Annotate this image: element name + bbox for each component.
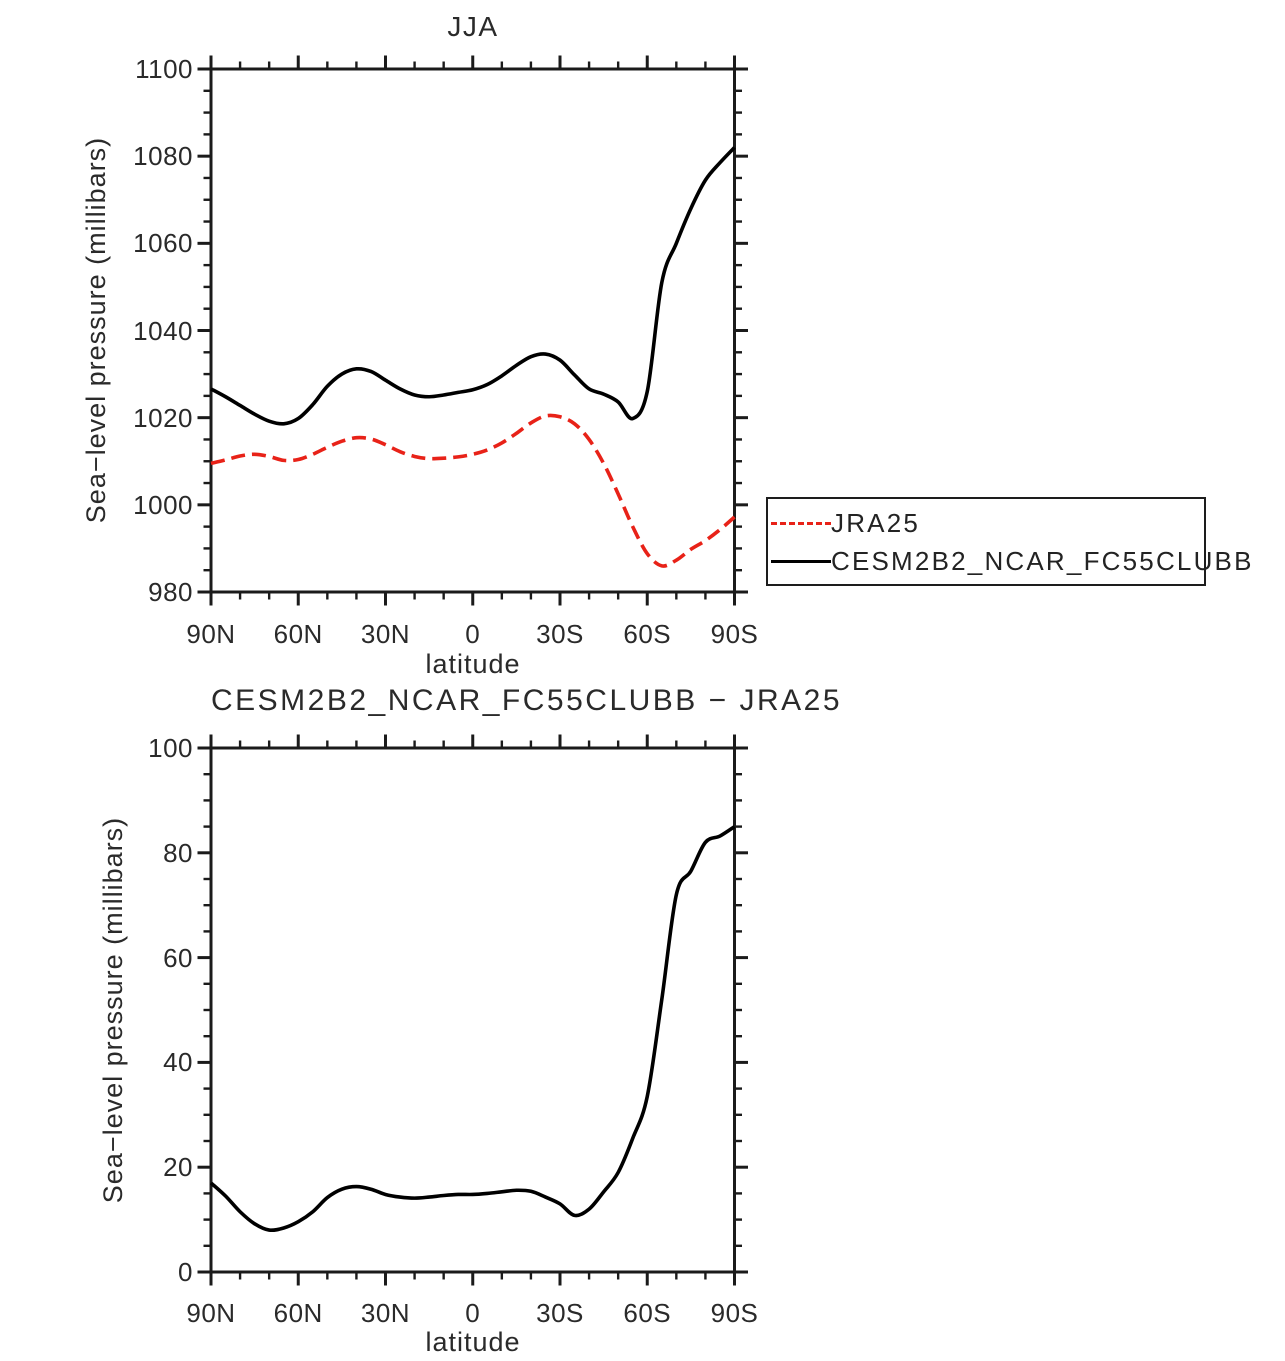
bottom-panel-title: CESM2B2_NCAR_FC55CLUBB − JRA25	[211, 684, 843, 717]
legend-item-jra25: JRA25	[771, 507, 1204, 539]
bottom-y-axis-label: Sea−level pressure (millibars)	[98, 816, 128, 1204]
legend-label-jra25: JRA25	[831, 507, 921, 538]
y-tick-label: 40	[163, 1047, 193, 1078]
top-x-axis-label: latitude	[425, 649, 521, 679]
x-tick-label: 90S	[710, 619, 759, 649]
y-tick-label: 100	[148, 733, 193, 763]
x-tick-label: 30N	[360, 619, 411, 649]
x-tick-label: 60S	[623, 619, 672, 649]
y-tick-label: 1000	[133, 489, 193, 520]
x-tick-label: 60N	[273, 1298, 323, 1328]
legend-item-cesm: CESM2B2_NCAR_FC55CLUBB	[771, 545, 1251, 577]
y-tick-label: 0	[178, 1257, 193, 1287]
y-tick-label: 1040	[133, 315, 193, 346]
x-tick-label: 90S	[710, 1298, 759, 1328]
solid-line-swatch-icon	[771, 559, 831, 563]
y-tick-label: 1080	[133, 141, 193, 172]
y-tick-label: 1060	[133, 228, 193, 259]
x-tick-label: 0	[465, 1298, 481, 1328]
top-panel-title: JJA	[447, 11, 499, 42]
y-tick-label: 1100	[135, 54, 193, 84]
legend-box: JRA25 CESM2B2_NCAR_FC55CLUBB	[766, 497, 1251, 586]
x-tick-label: 30N	[360, 1298, 411, 1328]
dashed-line-swatch-icon	[771, 521, 831, 525]
x-tick-label: 60N	[273, 619, 323, 649]
y-tick-label: 1020	[133, 402, 193, 433]
x-tick-label: 60S	[623, 1298, 672, 1328]
x-tick-label: 90N	[186, 619, 236, 649]
bottom-x-axis-label: latitude	[425, 1327, 521, 1357]
series-line-cesm2b2-ncar-fc55clubb	[210, 146, 736, 426]
x-tick-label: 90N	[186, 1298, 236, 1328]
series-line-jra25	[210, 413, 736, 568]
x-tick-label: 0	[465, 619, 481, 649]
x-tick-label: 30S	[536, 1298, 584, 1328]
y-tick-label: 60	[163, 942, 193, 973]
series-line-cesm2b2-ncar-fc55clubb-jra25	[209, 825, 736, 1233]
y-tick-label: 980	[148, 577, 193, 607]
y-tick-label: 20	[163, 1152, 193, 1183]
y-tick-label: 80	[163, 837, 193, 868]
legend-label-cesm: CESM2B2_NCAR_FC55CLUBB	[831, 545, 1254, 576]
x-tick-label: 30S	[536, 619, 584, 649]
